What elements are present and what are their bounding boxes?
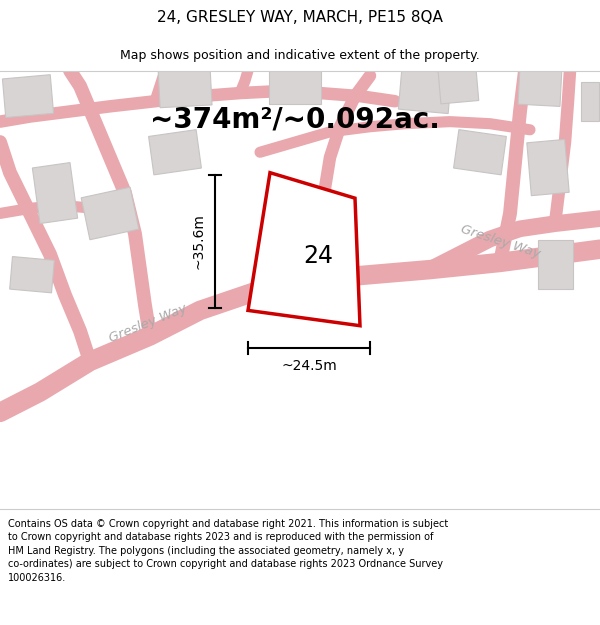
Polygon shape bbox=[149, 129, 202, 175]
Text: ~24.5m: ~24.5m bbox=[281, 359, 337, 372]
Text: ~35.6m: ~35.6m bbox=[192, 214, 206, 269]
Text: Contains OS data © Crown copyright and database right 2021. This information is : Contains OS data © Crown copyright and d… bbox=[8, 519, 448, 583]
Text: Map shows position and indicative extent of the property.: Map shows position and indicative extent… bbox=[120, 49, 480, 62]
Polygon shape bbox=[518, 66, 562, 106]
Polygon shape bbox=[581, 82, 599, 121]
Polygon shape bbox=[2, 74, 53, 118]
Polygon shape bbox=[398, 69, 452, 114]
Polygon shape bbox=[527, 139, 569, 196]
Polygon shape bbox=[454, 129, 506, 175]
Polygon shape bbox=[158, 64, 212, 108]
Polygon shape bbox=[10, 257, 55, 293]
Polygon shape bbox=[248, 173, 360, 326]
Text: Gresley Way: Gresley Way bbox=[107, 302, 189, 345]
Polygon shape bbox=[538, 240, 572, 289]
Polygon shape bbox=[32, 162, 77, 224]
Polygon shape bbox=[81, 188, 139, 240]
Text: 24, GRESLEY WAY, MARCH, PE15 8QA: 24, GRESLEY WAY, MARCH, PE15 8QA bbox=[157, 10, 443, 25]
Polygon shape bbox=[269, 61, 321, 104]
Text: ~374m²/~0.092ac.: ~374m²/~0.092ac. bbox=[150, 106, 440, 134]
Text: 24: 24 bbox=[303, 244, 333, 268]
Polygon shape bbox=[437, 58, 479, 104]
Text: Gresley Way: Gresley Way bbox=[458, 223, 541, 261]
